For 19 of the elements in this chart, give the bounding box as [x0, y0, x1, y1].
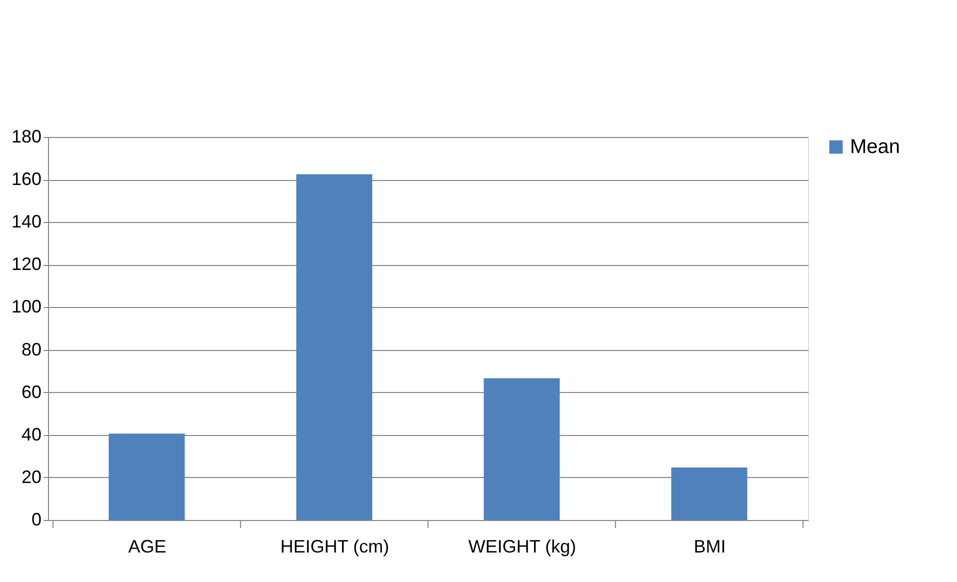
bar [671, 467, 748, 520]
legend-label: Mean [850, 136, 900, 158]
y-tick-label: 140 [11, 212, 42, 232]
x-tick-label: HEIGHT (cm) [280, 536, 390, 556]
y-tick-label: 80 [21, 339, 42, 360]
bar [484, 378, 560, 520]
bar [108, 434, 185, 520]
y-tick-label: 180 [11, 126, 42, 146]
y-tick-label: 20 [21, 466, 42, 487]
y-tick-label: 40 [21, 424, 42, 444]
y-tick-label: 100 [11, 296, 42, 317]
y-tick-label: 60 [21, 382, 42, 402]
y-tick-label: 0 [31, 510, 42, 530]
x-tick-label: BMI [694, 536, 726, 556]
y-tick-label: 160 [11, 169, 42, 190]
y-tick-label: 120 [11, 254, 42, 274]
bar [296, 174, 372, 520]
x-tick-label: WEIGHT (kg) [468, 536, 576, 556]
x-tick-label: AGE [128, 536, 166, 556]
